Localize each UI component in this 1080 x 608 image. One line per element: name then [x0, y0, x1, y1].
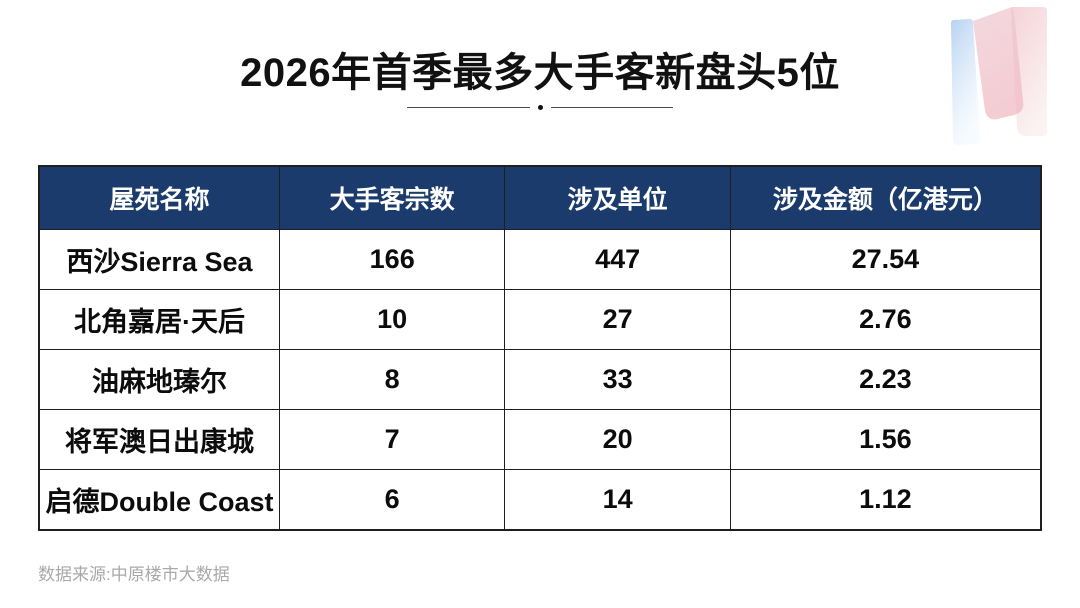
cell-estate-name: 西沙Sierra Sea	[38, 229, 280, 290]
divider-line-right	[550, 106, 673, 109]
ranking-table: 屋苑名称 大手客宗数 涉及单位 涉及金额（亿港元） 西沙Sierra Sea 1…	[38, 165, 1042, 531]
cell-deal-count: 8	[278, 349, 506, 410]
cell-estate-name: 启德Double Coast	[38, 469, 280, 531]
cell-deal-count: 6	[278, 469, 506, 531]
cell-estate-name: 油麻地瑧尔	[38, 349, 280, 410]
cell-estate-name: 北角嘉居·天后	[38, 289, 280, 350]
cell-units-involved: 27	[504, 289, 731, 350]
cell-amount-involved: 1.12	[729, 469, 1042, 531]
cell-deal-count: 166	[278, 229, 506, 290]
data-source-note: 数据来源:中原楼市大数据	[38, 565, 230, 584]
cell-units-involved: 33	[504, 349, 731, 410]
brand-watermark-icon	[937, 6, 1050, 153]
divider-dot	[537, 105, 543, 110]
cell-units-involved: 14	[504, 469, 731, 531]
cell-amount-involved: 27.54	[729, 229, 1042, 290]
cell-amount-involved: 2.23	[729, 349, 1042, 410]
cell-amount-involved: 1.56	[729, 409, 1042, 470]
title-divider	[407, 105, 673, 110]
divider-line-left	[407, 106, 530, 109]
cell-estate-name: 将军澳日出康城	[38, 409, 280, 470]
cell-units-involved: 20	[504, 409, 731, 470]
cell-units-involved: 447	[504, 229, 731, 290]
table-row: 启德Double Coast 6 14 1.12	[38, 469, 1042, 531]
col-header-estate-name: 屋苑名称	[38, 165, 280, 230]
table-header-row: 屋苑名称 大手客宗数 涉及单位 涉及金额（亿港元）	[38, 165, 1042, 230]
cell-amount-involved: 2.76	[729, 289, 1042, 350]
table-row: 将军澳日出康城 7 20 1.56	[38, 409, 1042, 470]
table-row: 油麻地瑧尔 8 33 2.23	[38, 349, 1042, 410]
cell-deal-count: 10	[278, 289, 506, 350]
cell-deal-count: 7	[278, 409, 506, 470]
table-row: 西沙Sierra Sea 166 447 27.54	[38, 229, 1042, 290]
table-row: 北角嘉居·天后 10 27 2.76	[38, 289, 1042, 350]
page-title: 2026年首季最多大手客新盘头5位	[240, 51, 840, 95]
col-header-amount-involved: 涉及金额（亿港元）	[729, 165, 1042, 230]
col-header-units-involved: 涉及单位	[504, 165, 731, 230]
col-header-deal-count: 大手客宗数	[278, 165, 506, 230]
